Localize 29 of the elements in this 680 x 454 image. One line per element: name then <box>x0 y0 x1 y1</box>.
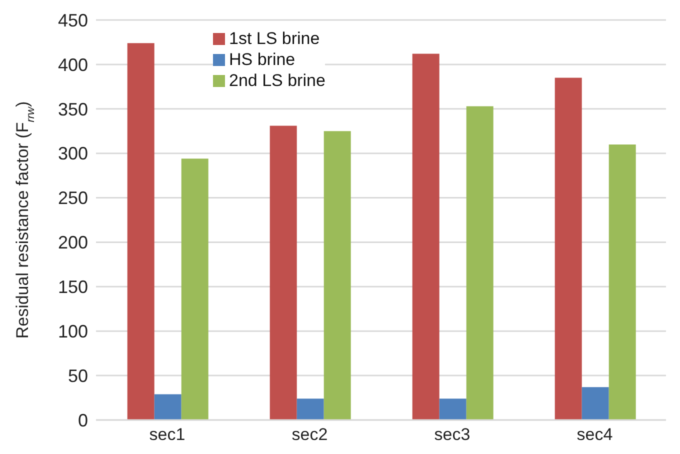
bar <box>270 126 297 420</box>
legend-label: 2nd LS brine <box>229 70 326 91</box>
x-tick-label: sec3 <box>434 425 470 444</box>
bar <box>582 387 609 420</box>
x-tick-label: sec1 <box>149 425 186 444</box>
x-tick-label: sec4 <box>576 425 613 444</box>
y-tick-label: 300 <box>58 144 88 164</box>
bar <box>296 398 324 420</box>
y-tick-label: 200 <box>58 232 88 253</box>
bar <box>554 78 582 420</box>
bar <box>608 144 636 420</box>
bar <box>181 158 208 420</box>
y-tick-label: 400 <box>58 54 88 75</box>
y-tick-label: 150 <box>58 277 88 298</box>
bar <box>412 54 440 420</box>
y-tick-label: 100 <box>58 322 88 342</box>
bar <box>324 131 351 420</box>
y-tick-label: 0 <box>78 410 88 430</box>
bar <box>127 43 154 420</box>
legend-label: 1st LS brine <box>229 28 320 49</box>
y-tick-label: 450 <box>58 10 88 30</box>
bar <box>466 106 494 420</box>
y-tick-label: 50 <box>68 366 88 386</box>
legend-label: HS brine <box>229 49 296 70</box>
y-tick-label: 350 <box>58 99 88 120</box>
bar <box>154 394 182 420</box>
y-tick-label: 250 <box>58 188 88 208</box>
x-tick-label: sec2 <box>292 425 328 444</box>
bar <box>439 398 466 420</box>
